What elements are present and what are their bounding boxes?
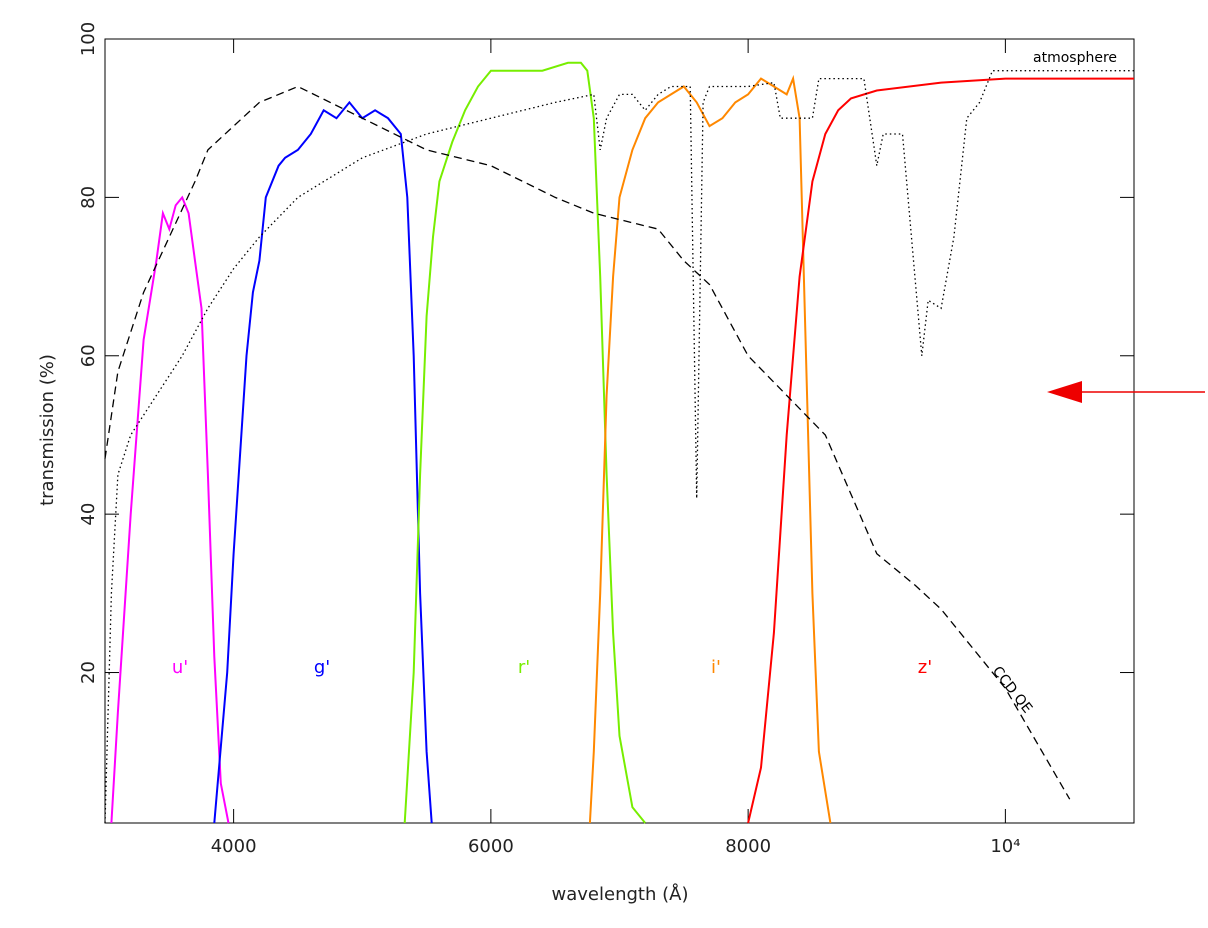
plot-frame [104, 38, 1135, 824]
x-tick-label: 6000 [468, 836, 514, 857]
y-axis-label: transmission (%) [37, 354, 58, 506]
series-label: CCD QE [989, 664, 1035, 717]
arrow [1047, 381, 1205, 403]
x-axis-label: wavelength (Å) [552, 883, 689, 905]
series-line [104, 85, 1071, 800]
series-label: r' [518, 657, 530, 678]
series-line [747, 77, 1134, 824]
series-label: z' [918, 657, 932, 678]
series-line [110, 195, 230, 824]
x-tick-label: 8000 [725, 836, 771, 857]
y-tick-label: 60 [78, 344, 99, 367]
series-label: g' [314, 657, 330, 678]
x-tick-label: 10⁴ [990, 836, 1020, 857]
y-tick-label: 40 [78, 503, 99, 526]
series-line [588, 74, 832, 824]
series-label: atmosphere [1033, 50, 1117, 66]
x-tick-label: 4000 [211, 836, 257, 857]
series-line [213, 100, 433, 824]
series-label: u' [172, 657, 188, 678]
series-line [104, 70, 1134, 824]
series-line [403, 61, 646, 824]
arrow-head [1047, 381, 1082, 403]
y-tick-label: 100 [78, 22, 99, 56]
series-label: i' [711, 657, 721, 678]
y-tick-label: 80 [78, 186, 99, 209]
y-tick-label: 20 [78, 661, 99, 684]
